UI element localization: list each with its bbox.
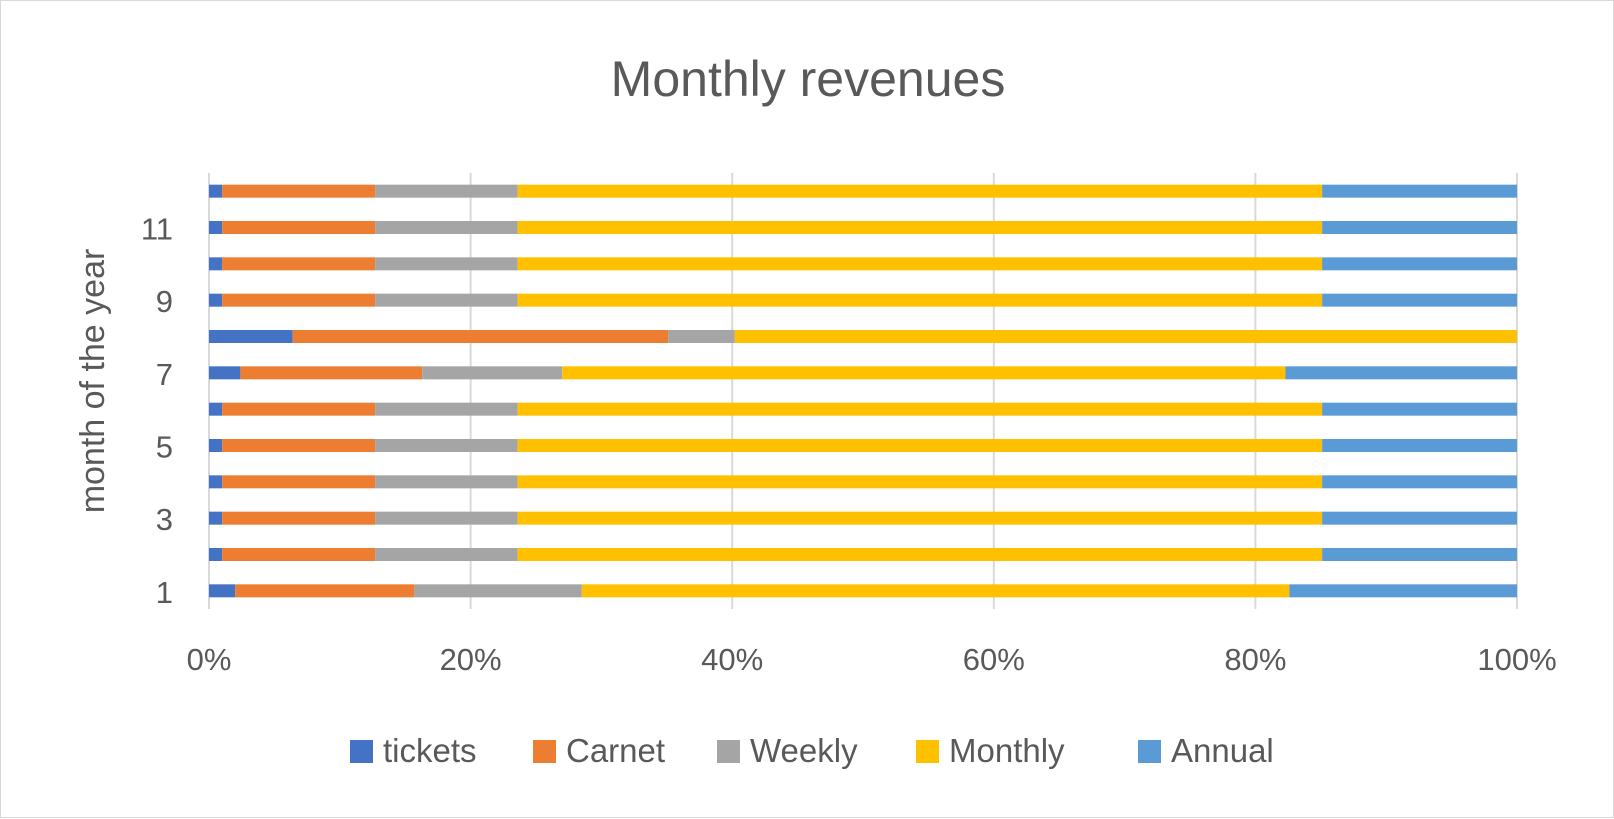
bar-segment: [209, 548, 223, 561]
bar-segment: [209, 257, 223, 271]
bar-segment: [209, 330, 293, 343]
y-tick-label: 11: [141, 212, 173, 247]
bar-segment: [222, 293, 376, 307]
bar-segment: [209, 221, 223, 234]
bar-segment: [1322, 184, 1517, 198]
bar-segment: [375, 184, 518, 198]
bar-segment: [375, 439, 518, 452]
bar-segment: [1322, 402, 1517, 416]
bar-segment: [1285, 366, 1517, 380]
x-tick-label: 20%: [440, 642, 502, 677]
bar-segment: [222, 439, 376, 452]
bar-segment: [222, 548, 376, 561]
bar-segment: [1322, 293, 1517, 307]
bar-segment: [375, 402, 518, 416]
bar-segment: [209, 366, 241, 380]
bar-segment: [517, 475, 1323, 489]
bar-segment: [517, 548, 1323, 561]
legend-swatch: [533, 740, 556, 763]
bar-segment: [235, 584, 415, 598]
bar-segment: [222, 184, 376, 198]
bar-segment: [222, 257, 376, 271]
bar-segment: [222, 475, 376, 489]
bar-segment: [292, 330, 669, 343]
bar-segment: [1322, 257, 1517, 271]
bar-segment: [209, 584, 236, 598]
bar-segment: [517, 293, 1323, 307]
y-axis-ticks: 1 3 5 7 9 11: [141, 212, 173, 610]
y-tick-label: 3: [156, 502, 173, 537]
gridlines: [208, 173, 1518, 609]
x-tick-label: 60%: [963, 642, 1025, 677]
x-tick-label: 40%: [701, 642, 763, 677]
y-tick-label: 7: [156, 357, 173, 392]
legend-label: Weekly: [750, 732, 858, 769]
bar-segment: [209, 293, 223, 307]
bar-segment: [209, 184, 223, 198]
bar-segment: [209, 475, 223, 489]
legend-label: Monthly: [949, 732, 1065, 769]
bar-segment: [375, 475, 518, 489]
bar-segment: [375, 221, 518, 234]
legend-swatch: [1138, 740, 1161, 763]
x-tick-label: 100%: [1477, 642, 1556, 677]
bar-segment: [414, 584, 582, 598]
y-tick-label: 1: [156, 575, 173, 610]
bar-segment: [517, 439, 1323, 452]
legend-label: Carnet: [566, 732, 665, 769]
legend-swatch: [717, 740, 740, 763]
bar-segment: [562, 366, 1286, 380]
bar-segment: [1322, 439, 1517, 452]
bar-segment: [375, 511, 518, 525]
chart-title: Monthly revenues: [611, 51, 1006, 107]
bar-segment: [222, 402, 376, 416]
bar-segment: [222, 511, 376, 525]
bar-segment: [734, 330, 1517, 343]
y-tick-label: 5: [156, 430, 173, 465]
bar-segment: [581, 584, 1290, 598]
bar-segment: [209, 439, 223, 452]
legend: tickets Carnet Weekly Monthly Annual: [350, 732, 1274, 769]
x-tick-label: 0%: [187, 642, 232, 677]
bar-segment: [222, 221, 376, 234]
bars: [209, 184, 1517, 598]
bar-segment: [1322, 221, 1517, 234]
bar-segment: [1322, 548, 1517, 561]
bar-segment: [517, 221, 1323, 234]
bar-segment: [209, 511, 223, 525]
legend-label: tickets: [383, 732, 477, 769]
legend-swatch: [350, 740, 373, 763]
bar-segment: [240, 366, 423, 380]
y-axis-title: month of the year: [74, 249, 112, 514]
bar-segment: [375, 548, 518, 561]
bar-segment: [517, 257, 1323, 271]
bar-segment: [517, 511, 1323, 525]
legend-label: Annual: [1171, 732, 1274, 769]
bar-segment: [668, 330, 735, 343]
bar-segment: [422, 366, 563, 380]
legend-swatch: [916, 740, 939, 763]
bar-segment: [209, 402, 223, 416]
bar-segment: [517, 402, 1323, 416]
bar-segment: [375, 293, 518, 307]
bar-segment: [1322, 511, 1517, 525]
bar-segment: [1289, 584, 1517, 598]
x-axis-ticks: 0% 20% 40% 60% 80% 100%: [187, 642, 1557, 677]
y-tick-label: 9: [156, 284, 173, 319]
bar-segment: [375, 257, 518, 271]
bar-segment: [1322, 475, 1517, 489]
x-tick-label: 80%: [1224, 642, 1286, 677]
bar-segment: [517, 184, 1323, 198]
